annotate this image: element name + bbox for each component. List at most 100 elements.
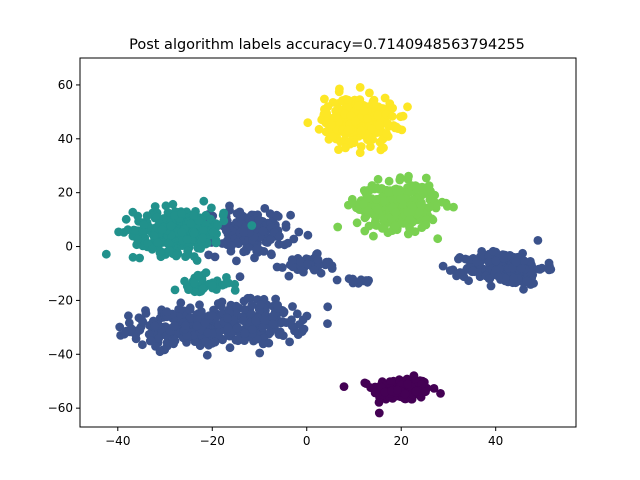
scatter-point [220, 279, 230, 289]
scatter-point [374, 408, 384, 418]
scatter-point [185, 305, 195, 315]
scatter-point [468, 266, 478, 276]
scatter-point [287, 321, 297, 331]
scatter-point [115, 322, 125, 332]
scatter-point [147, 244, 157, 254]
scatter-point [189, 228, 199, 238]
scatter-point [215, 326, 225, 336]
scatter-point [157, 225, 167, 235]
scatter-point [208, 281, 217, 291]
scatter-point [198, 284, 208, 294]
scatter-point [350, 116, 360, 126]
scatter-point [225, 343, 235, 353]
scatter-point [142, 211, 152, 221]
scatter-point [181, 252, 190, 261]
scatter-point [195, 300, 204, 310]
scatter-point [484, 257, 493, 267]
scatter-point [139, 220, 149, 230]
scatter-point [169, 339, 179, 349]
scatter-point [137, 315, 146, 325]
scatter-point [405, 223, 414, 233]
y-tick-label: 60 [58, 78, 73, 92]
scatter-point [299, 267, 308, 277]
scatter-point [121, 214, 131, 224]
scatter-point [246, 309, 256, 318]
scatter-point [239, 304, 249, 314]
scatter-point [292, 309, 302, 319]
scatter-point [186, 219, 196, 229]
scatter-point [405, 214, 415, 224]
scatter-point [168, 199, 178, 209]
scatter-point [355, 83, 365, 92]
scatter-point [268, 319, 278, 329]
scatter-point [240, 336, 249, 345]
scatter-point [417, 223, 427, 233]
scatter-point [403, 102, 412, 112]
scatter-point [442, 202, 452, 211]
scatter-point [335, 84, 344, 94]
cluster-4-group-10 [303, 83, 412, 158]
scatter-point [227, 241, 236, 251]
scatter-point [260, 315, 270, 325]
scatter-point [211, 238, 221, 248]
scatter-point [273, 300, 282, 310]
scatter-point [376, 145, 386, 155]
scatter-point [255, 348, 265, 358]
scatter-point [143, 238, 153, 248]
scatter-point [455, 268, 465, 277]
scatter-point [202, 350, 212, 360]
scatter-point [287, 255, 297, 265]
scatter-point [218, 210, 228, 220]
scatter-point [428, 215, 438, 225]
scatter-point [254, 215, 264, 225]
scatter-point [418, 189, 428, 198]
scatter-point [327, 132, 337, 142]
scatter-point [309, 265, 319, 275]
scatter-point [334, 145, 343, 155]
scatter-point [177, 209, 186, 218]
scatter-point [278, 317, 287, 326]
scatter-point [260, 204, 270, 213]
scatter-point [194, 216, 204, 226]
cluster-0-group-0 [339, 371, 445, 418]
scatter-point [213, 299, 223, 308]
scatter-point [152, 212, 162, 222]
scatter-point [391, 208, 400, 217]
scatter-point [333, 222, 343, 232]
scatter-point [380, 93, 390, 103]
scatter-point [546, 265, 556, 274]
scatter-point [519, 256, 529, 265]
scatter-point [199, 196, 209, 206]
scatter-point [225, 201, 234, 211]
scatter-point [421, 387, 430, 397]
scatter-point [320, 94, 329, 104]
scatter-point [128, 252, 138, 262]
scatter-point [416, 201, 426, 210]
scatter-point [223, 323, 233, 333]
y-tick-label: 20 [58, 186, 73, 200]
scatter-point [454, 254, 463, 264]
scatter-point [177, 227, 187, 237]
scatter-point [373, 174, 383, 184]
scatter-point [207, 311, 217, 320]
scatter-point [138, 340, 147, 350]
scatter-point [258, 226, 268, 236]
plot-border [79, 57, 577, 428]
scatter-point [361, 379, 371, 388]
scatter-point [390, 221, 400, 231]
scatter-point [288, 302, 297, 311]
scatter-point [395, 173, 405, 183]
scatter-point [201, 337, 211, 346]
scatter-point [383, 119, 392, 128]
scatter-point [198, 233, 208, 243]
scatter-point [258, 322, 268, 332]
scatter-point [259, 247, 269, 256]
scatter-point [316, 268, 326, 278]
scatter-point [232, 209, 242, 218]
scatter-point [170, 285, 180, 295]
scatter-point [396, 194, 405, 204]
scatter-point [374, 398, 384, 407]
cluster-1-group-6 [438, 236, 556, 294]
scatter-point [477, 247, 487, 256]
scatter-point [369, 95, 379, 105]
